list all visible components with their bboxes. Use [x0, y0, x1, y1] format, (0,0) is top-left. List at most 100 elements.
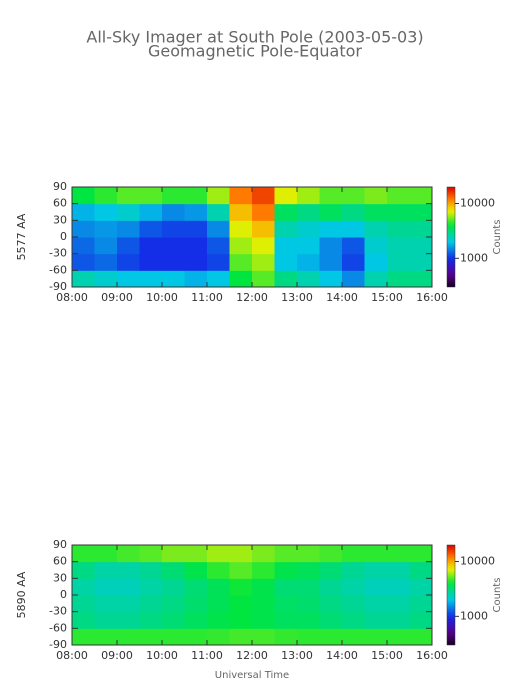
- heat-cell: [342, 220, 365, 238]
- y-tick-label: 30: [53, 213, 67, 226]
- heat-cell: [387, 253, 410, 271]
- heat-cell: [274, 237, 298, 255]
- heat-cell: [229, 545, 253, 563]
- heat-cell: [252, 578, 275, 596]
- heat-cell: [117, 561, 140, 579]
- heat-cell: [297, 270, 320, 288]
- heat-cell: [409, 578, 433, 596]
- heat-cell: [252, 611, 275, 629]
- x-tick-label: 10:00: [146, 291, 178, 304]
- heat-cell: [387, 220, 410, 238]
- heat-cell: [72, 270, 95, 288]
- heat-cell: [207, 203, 230, 221]
- heat-cell: [409, 237, 433, 255]
- heat-cell: [252, 220, 275, 238]
- heat-cell: [229, 595, 253, 613]
- y-tick-label: 60: [53, 197, 67, 210]
- heat-cell: [207, 578, 230, 596]
- x-tick-label: 15:00: [371, 291, 403, 304]
- heat-cell: [409, 628, 433, 646]
- y-tick-label: 60: [53, 555, 67, 568]
- heat-cell: [94, 253, 118, 271]
- heat-cell: [342, 203, 365, 221]
- heat-cell: [252, 561, 275, 579]
- heat-cell: [229, 237, 253, 255]
- heat-cell: [184, 561, 208, 579]
- colorbar-tick-label: 1000: [460, 251, 488, 264]
- heat-cell: [319, 578, 343, 596]
- x-tick-label: 09:00: [101, 291, 133, 304]
- x-tick-label: 15:00: [371, 649, 403, 662]
- heat-cell: [387, 545, 410, 563]
- heat-cell: [162, 578, 185, 596]
- heat-cell: [229, 628, 253, 646]
- heat-cell: [207, 545, 230, 563]
- x-tick-label: 09:00: [101, 649, 133, 662]
- heat-cell: [139, 595, 163, 613]
- heat-cell: [184, 611, 208, 629]
- heat-cell: [139, 203, 163, 221]
- heat-cell: [252, 545, 275, 563]
- y-tick-label: 90: [53, 180, 67, 193]
- heat-cell: [229, 220, 253, 238]
- heat-cell: [319, 595, 343, 613]
- heat-cell: [229, 561, 253, 579]
- y-tick-label: 0: [60, 230, 67, 243]
- heat-cell: [207, 270, 230, 288]
- colorbar-tick-label: 1000: [460, 609, 488, 622]
- heat-cell: [297, 628, 320, 646]
- heat-cell: [387, 561, 410, 579]
- heat-cell: [139, 253, 163, 271]
- heat-cell: [94, 628, 118, 646]
- heat-cell: [162, 187, 185, 205]
- heat-cell: [342, 595, 365, 613]
- heat-cell: [319, 253, 343, 271]
- heat-cell: [409, 203, 433, 221]
- heat-cell: [117, 253, 140, 271]
- y-tick-label: 30: [53, 571, 67, 584]
- heat-cell: [162, 237, 185, 255]
- heat-cell: [387, 611, 410, 629]
- heat-cell: [274, 611, 298, 629]
- heat-cell: [364, 595, 388, 613]
- heat-cell: [117, 270, 140, 288]
- colorbar: [446, 186, 456, 288]
- heat-cell: [94, 545, 118, 563]
- heat-cell: [364, 220, 388, 238]
- heat-cell: [229, 611, 253, 629]
- x-tick-label: 16:00: [416, 649, 448, 662]
- x-tick-label: 13:00: [281, 649, 313, 662]
- heat-cell: [297, 237, 320, 255]
- heat-cell: [139, 545, 163, 563]
- heat-cell: [229, 270, 253, 288]
- heat-cell: [364, 237, 388, 255]
- y-tick-label: -60: [49, 263, 67, 276]
- heat-cell: [139, 187, 163, 205]
- heat-cell: [72, 628, 95, 646]
- heat-cell: [274, 595, 298, 613]
- y-tick-label: -30: [49, 247, 67, 260]
- x-tick-label: 10:00: [146, 649, 178, 662]
- x-tick-label: 16:00: [416, 291, 448, 304]
- heat-cell: [409, 561, 433, 579]
- heat-cell: [319, 611, 343, 629]
- heat-cell: [274, 220, 298, 238]
- heat-cell: [207, 253, 230, 271]
- heat-cell: [162, 220, 185, 238]
- heat-cell: [184, 545, 208, 563]
- heat-cell: [229, 578, 253, 596]
- y-tick-label: -30: [49, 605, 67, 618]
- heat-cell: [387, 578, 410, 596]
- heat-cell: [342, 253, 365, 271]
- heat-cell: [162, 561, 185, 579]
- heat-cell: [94, 203, 118, 221]
- heat-cell: [252, 187, 275, 205]
- heat-cell: [342, 545, 365, 563]
- heat-cell: [387, 270, 410, 288]
- heat-cell: [94, 270, 118, 288]
- heat-cell: [139, 578, 163, 596]
- heat-cell: [139, 270, 163, 288]
- heat-cell: [252, 595, 275, 613]
- heat-cell: [94, 187, 118, 205]
- heat-cell: [184, 578, 208, 596]
